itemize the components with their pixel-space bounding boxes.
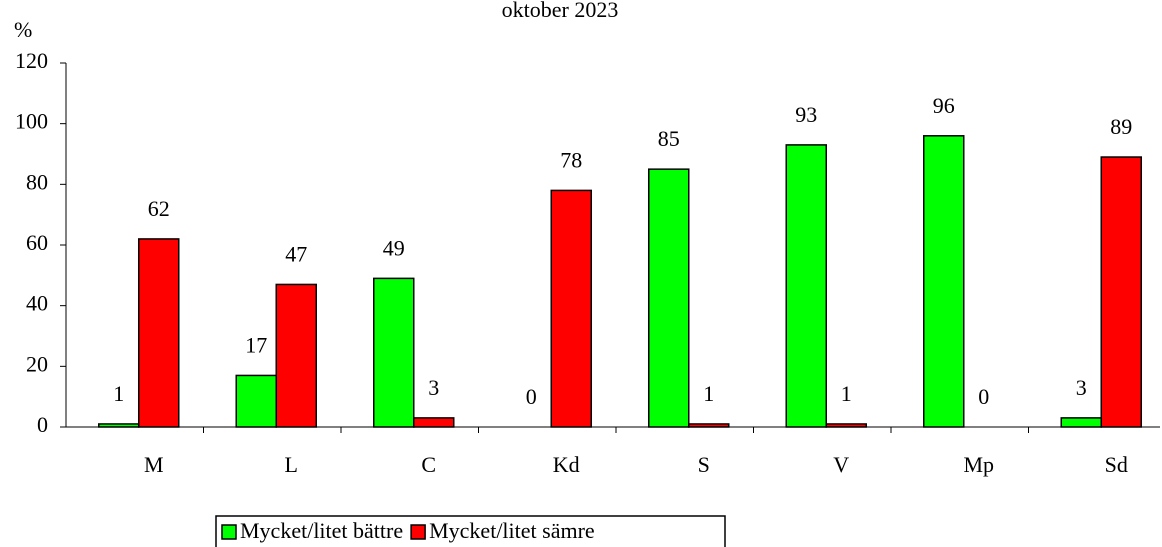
bar xyxy=(413,417,455,428)
y-axis-label: % xyxy=(14,17,32,42)
x-tick-label: L xyxy=(285,452,298,477)
bar xyxy=(1100,156,1142,428)
bar xyxy=(825,423,867,428)
bar xyxy=(550,189,592,428)
bar xyxy=(785,144,827,428)
value-label: 3 xyxy=(1076,375,1087,400)
value-label: 47 xyxy=(285,241,307,266)
bar xyxy=(235,374,277,428)
y-tick-label: 120 xyxy=(15,48,48,73)
bar xyxy=(373,277,415,428)
bar xyxy=(1060,417,1102,428)
value-label: 96 xyxy=(933,93,955,118)
bar xyxy=(688,423,730,428)
y-tick-label: 20 xyxy=(26,351,48,376)
legend-swatch xyxy=(410,524,426,540)
legend-box xyxy=(215,515,726,547)
value-label: 17 xyxy=(245,332,267,357)
x-tick-label: Kd xyxy=(553,452,580,477)
value-label: 1 xyxy=(841,381,852,406)
value-label: 1 xyxy=(113,381,124,406)
bar xyxy=(98,423,140,428)
value-label: 0 xyxy=(978,384,989,409)
x-tick-label: V xyxy=(833,452,849,477)
legend-label: Mycket/litet sämre xyxy=(429,518,595,543)
legend-label: Mycket/litet bättre xyxy=(240,518,403,543)
x-tick-label: C xyxy=(421,452,436,477)
x-tick-label: S xyxy=(698,452,710,477)
bar xyxy=(138,238,180,428)
y-tick-label: 0 xyxy=(37,412,48,437)
bar xyxy=(923,135,965,428)
x-tick-label: Sd xyxy=(1105,452,1128,477)
y-tick-label: 80 xyxy=(26,169,48,194)
y-tick-label: 40 xyxy=(26,291,48,316)
x-tick-label: Mp xyxy=(963,452,994,477)
y-tick-label: 100 xyxy=(15,109,48,134)
value-label: 93 xyxy=(795,102,817,127)
bar xyxy=(275,283,317,428)
value-label: 49 xyxy=(383,235,405,260)
value-label: 78 xyxy=(560,147,582,172)
value-label: 89 xyxy=(1110,114,1132,139)
chart-title: oktober 2023 xyxy=(502,0,619,22)
value-label: 62 xyxy=(148,196,170,221)
y-tick-label: 60 xyxy=(26,230,48,255)
bar xyxy=(648,168,690,428)
value-label: 1 xyxy=(703,381,714,406)
value-label: 85 xyxy=(658,126,680,151)
value-label: 3 xyxy=(428,375,439,400)
x-tick-label: M xyxy=(144,452,164,477)
legend-swatch xyxy=(221,524,237,540)
value-label: 0 xyxy=(526,384,537,409)
